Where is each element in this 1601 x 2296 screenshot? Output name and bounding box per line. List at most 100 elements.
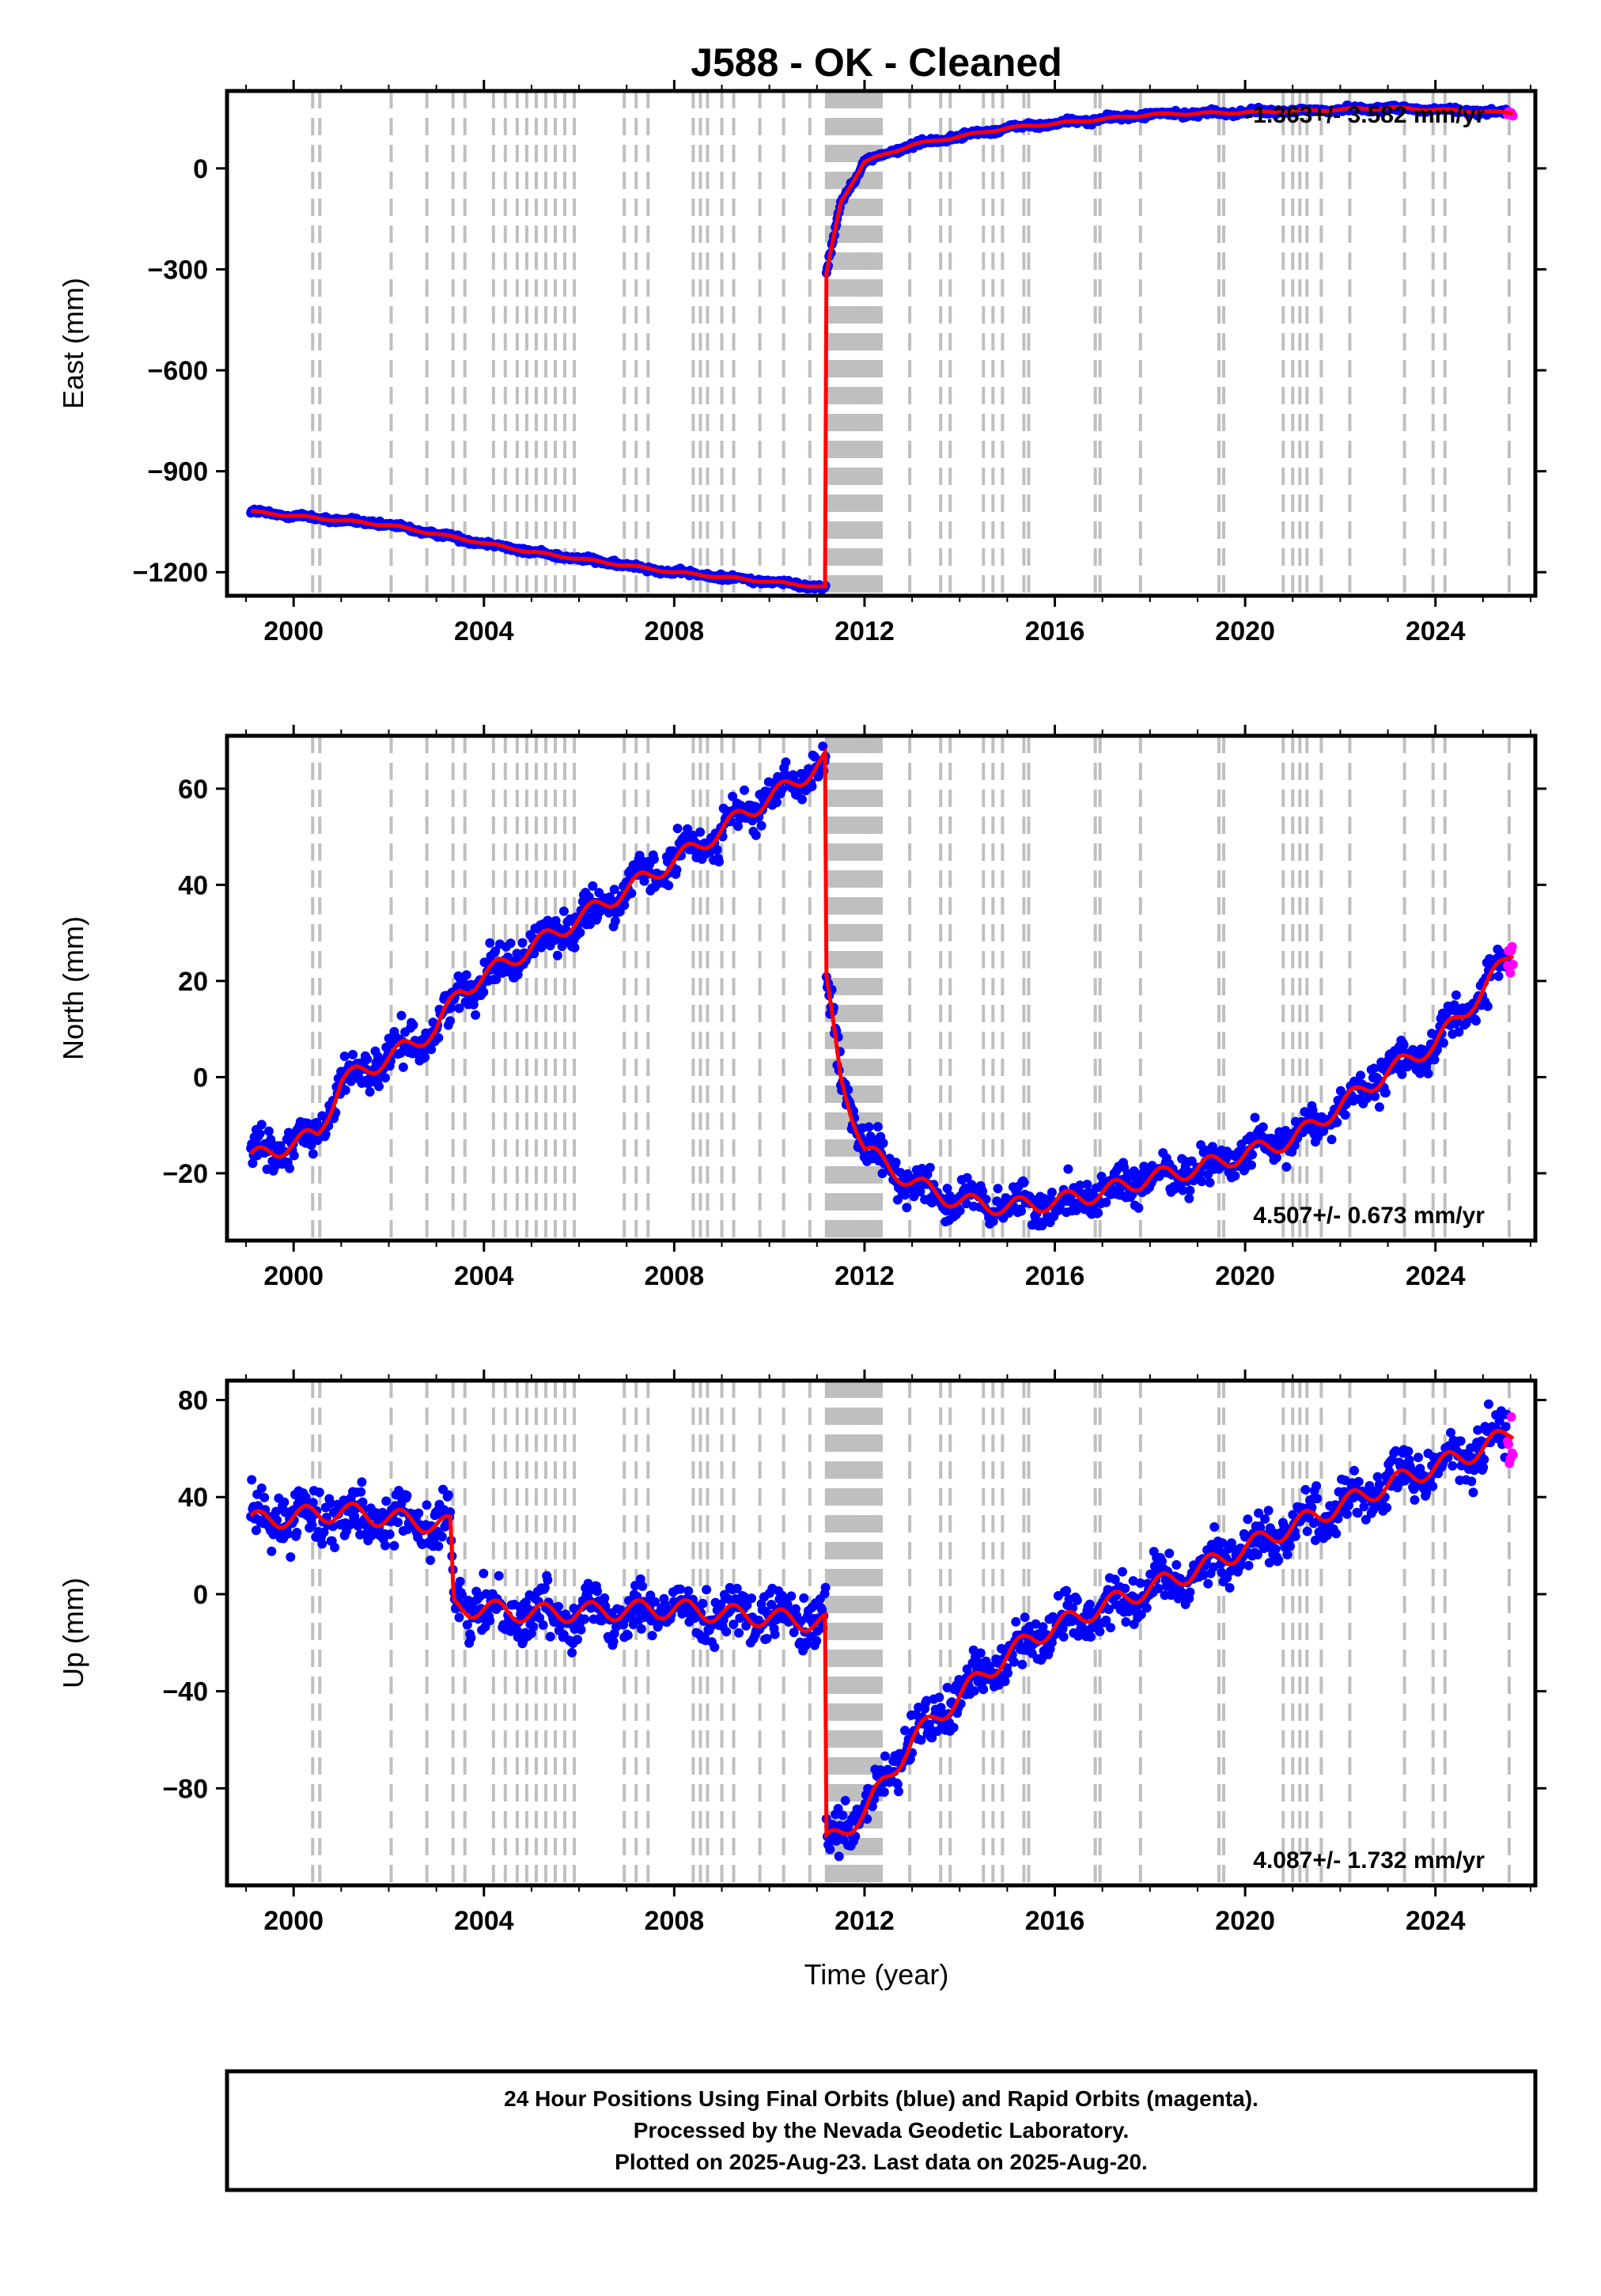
final-orbit-point — [1311, 1481, 1322, 1491]
final-orbit-point — [545, 1631, 555, 1642]
final-orbit-point — [1016, 1206, 1027, 1216]
final-orbit-point — [263, 1126, 274, 1136]
final-orbit-point — [609, 885, 619, 895]
x-axis-label: Time (year) — [804, 1958, 949, 1991]
x-tick-label: 2016 — [1025, 1261, 1085, 1291]
final-orbit-point — [1271, 1153, 1281, 1163]
final-orbit-point — [1290, 1531, 1300, 1541]
final-orbit-point — [1205, 1177, 1215, 1188]
final-orbit-point — [820, 1582, 831, 1593]
final-orbit-point — [1391, 1445, 1401, 1456]
final-orbit-point — [1209, 1522, 1220, 1532]
final-orbit-point — [838, 1810, 848, 1821]
final-orbit-point — [1421, 1487, 1432, 1498]
final-orbit-point — [256, 1483, 267, 1493]
y-axis-label: Up (mm) — [57, 1578, 89, 1688]
final-orbit-point — [664, 881, 674, 891]
x-tick-label: 2016 — [1025, 1906, 1085, 1936]
final-orbit-point — [1185, 1185, 1195, 1195]
final-orbit-point — [818, 741, 828, 752]
final-orbit-point — [978, 1186, 988, 1196]
final-orbit-point — [770, 1629, 780, 1639]
final-orbit-point — [551, 915, 561, 926]
final-orbit-point — [1047, 1188, 1057, 1198]
final-orbit-point — [466, 1633, 476, 1643]
final-orbit-point — [348, 1050, 358, 1059]
x-tick-label: 2000 — [263, 1261, 324, 1291]
final-orbit-point — [812, 1635, 822, 1646]
final-orbit-point — [446, 1002, 456, 1013]
final-orbit-point — [1428, 1481, 1438, 1491]
final-orbit-point — [420, 1052, 430, 1063]
final-orbit-point — [1446, 1427, 1455, 1438]
final-orbit-point — [647, 1631, 657, 1641]
final-orbit-point — [1455, 1436, 1466, 1446]
final-orbit-point — [1332, 1117, 1342, 1127]
rapid-orbit-point — [1505, 968, 1516, 978]
final-orbit-point — [672, 865, 682, 875]
final-orbit-point — [398, 1062, 408, 1072]
final-orbit-point — [807, 782, 817, 791]
final-orbit-point — [308, 1498, 318, 1508]
x-tick-label: 2016 — [1025, 616, 1085, 646]
final-orbit-point — [610, 916, 620, 926]
y-tick-label: −1200 — [133, 558, 209, 588]
final-orbit-point — [604, 907, 614, 918]
final-orbit-point — [433, 1032, 444, 1043]
final-orbit-point — [864, 1122, 874, 1132]
y-tick-label: −80 — [162, 1774, 208, 1804]
final-orbit-point — [1101, 1616, 1111, 1625]
final-orbit-point — [1038, 1622, 1048, 1632]
final-orbit-point — [1473, 1425, 1483, 1435]
final-orbit-point — [740, 1592, 749, 1602]
final-orbit-point — [485, 938, 495, 948]
final-orbit-point — [834, 1851, 844, 1862]
final-orbit-point — [948, 1722, 959, 1733]
final-orbit-point — [777, 784, 787, 794]
final-orbit-point — [380, 1073, 390, 1083]
final-orbit-point — [1270, 1544, 1281, 1554]
final-orbit-point — [539, 1582, 550, 1593]
footer-line-1: 24 Hour Positions Using Final Orbits (bl… — [504, 2086, 1258, 2111]
rapid-orbit-point — [1507, 942, 1517, 952]
model-fit-line — [251, 104, 1513, 589]
final-orbit-point — [1370, 1091, 1380, 1101]
final-orbit-point — [825, 1844, 835, 1855]
final-orbit-point — [573, 1635, 582, 1645]
final-orbit-point — [1282, 1550, 1293, 1559]
final-orbit-point — [1062, 1586, 1072, 1596]
final-orbit-point — [1217, 1538, 1228, 1548]
final-orbit-point — [1164, 1548, 1175, 1559]
rapid-orbit-point — [1506, 1411, 1516, 1422]
final-orbit-point — [505, 938, 516, 949]
final-orbit-point — [393, 1517, 403, 1528]
final-orbit-point — [1479, 1454, 1489, 1464]
final-orbit-point — [1254, 1508, 1264, 1518]
final-orbit-point — [307, 1520, 317, 1530]
final-orbit-point — [626, 888, 637, 899]
final-orbit-point — [1448, 1461, 1458, 1471]
final-orbit-point — [1121, 1617, 1131, 1627]
final-orbit-point — [710, 1642, 720, 1652]
footer-box: 24 Hour Positions Using Final Orbits (bl… — [225, 2069, 1538, 2192]
final-orbit-point — [876, 1765, 886, 1775]
final-orbit-point — [892, 1779, 903, 1790]
final-orbit-point — [1380, 1088, 1391, 1098]
final-orbit-point — [1157, 1556, 1167, 1567]
final-orbit-point — [1478, 1462, 1489, 1472]
final-orbit-point — [1197, 1176, 1207, 1187]
final-orbit-point — [255, 1129, 265, 1139]
final-orbit-point — [256, 1120, 267, 1130]
final-orbit-point — [445, 1016, 456, 1026]
final-orbit-point — [1410, 1495, 1420, 1505]
final-orbit-point — [402, 1491, 412, 1501]
x-tick-label: 2000 — [263, 1906, 324, 1936]
final-orbit-point — [490, 946, 501, 957]
final-orbit-point — [751, 830, 761, 840]
final-orbit-point — [1471, 1016, 1481, 1026]
final-orbit-point — [1253, 1550, 1262, 1559]
final-orbit-point — [1019, 1177, 1029, 1188]
final-orbit-point — [1361, 1514, 1371, 1525]
final-orbit-point — [396, 1010, 407, 1021]
